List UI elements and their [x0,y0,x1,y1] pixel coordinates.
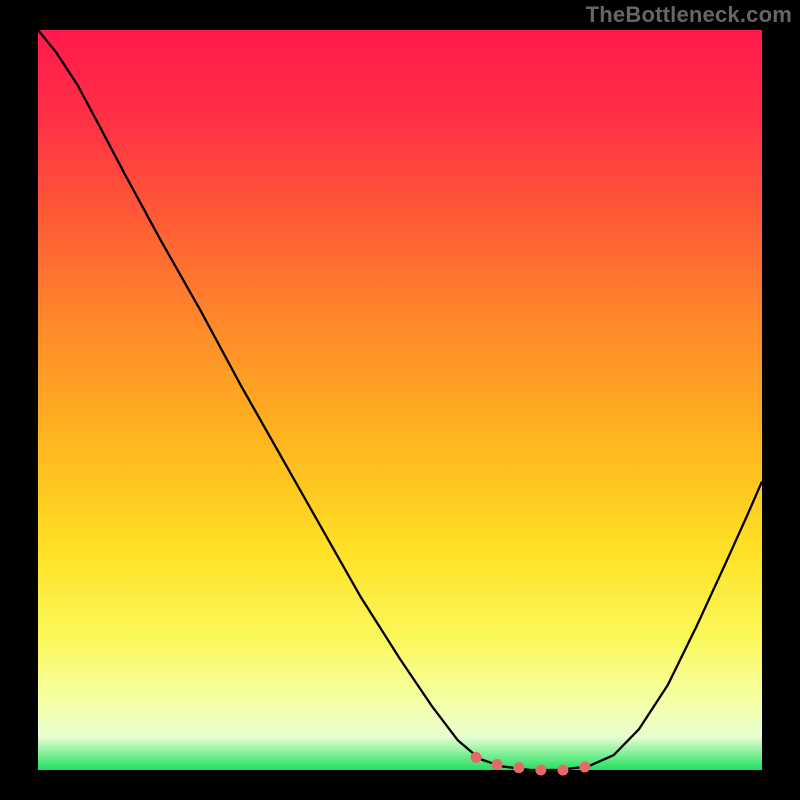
chart-frame: { "watermark": "TheBottleneck.com", "cha… [0,0,800,800]
bottleneck-chart [0,0,800,800]
